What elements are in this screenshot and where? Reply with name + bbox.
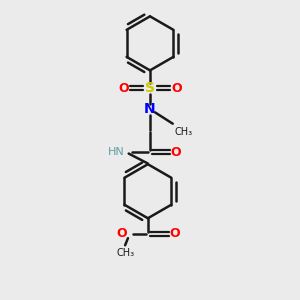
Text: O: O [117,227,127,240]
Text: CH₃: CH₃ [116,248,134,258]
Text: CH₃: CH₃ [174,127,192,136]
Text: HN: HN [108,147,124,157]
Text: O: O [118,82,129,94]
Text: S: S [145,81,155,95]
Text: N: N [144,103,156,116]
Text: O: O [171,82,181,94]
Text: O: O [170,146,181,159]
Text: O: O [169,227,180,240]
